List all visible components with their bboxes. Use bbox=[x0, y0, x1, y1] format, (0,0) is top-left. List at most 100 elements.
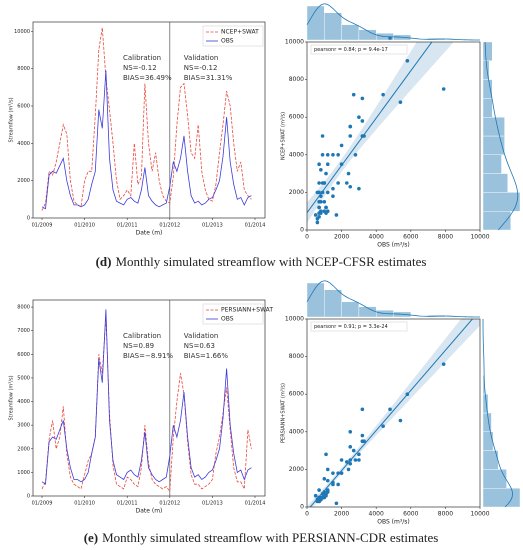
scatter-point bbox=[381, 424, 385, 428]
scatter-point bbox=[334, 213, 339, 217]
scatter-point bbox=[315, 190, 320, 195]
y-tick-label: 10000 bbox=[14, 29, 30, 35]
scatter-point bbox=[319, 168, 323, 172]
series-line bbox=[41, 70, 252, 210]
caption-tag: (e) bbox=[84, 530, 98, 545]
calibration-text: NS=0.89 bbox=[123, 342, 154, 350]
regression-line bbox=[307, 42, 433, 213]
scatter-point bbox=[348, 184, 353, 189]
kde-curve bbox=[484, 41, 519, 231]
scatter-point bbox=[348, 430, 353, 434]
scatter-point bbox=[315, 220, 320, 225]
scatter-point bbox=[360, 96, 365, 101]
scatter-point bbox=[336, 471, 340, 475]
scatter-point bbox=[322, 200, 327, 204]
kde-curve bbox=[306, 280, 481, 318]
hist-bar bbox=[482, 41, 493, 61]
scatter-point bbox=[360, 407, 365, 412]
x-axis-label: OBS (m³/s) bbox=[377, 242, 410, 249]
scatter-point bbox=[362, 134, 366, 138]
scatter-point bbox=[320, 134, 325, 138]
scatter-point bbox=[319, 211, 323, 215]
kde-curve bbox=[482, 318, 513, 508]
hist-bar bbox=[341, 301, 360, 318]
y-tick-label: 8000 bbox=[289, 353, 304, 360]
scatter-point bbox=[405, 59, 410, 63]
hist-bar bbox=[482, 154, 502, 174]
scatter-point bbox=[346, 467, 351, 472]
plot-frame bbox=[32, 299, 266, 497]
x-tick-label: 8000 bbox=[438, 511, 453, 518]
scatter-point bbox=[346, 171, 351, 176]
scatter-point bbox=[320, 190, 325, 195]
y-tick-label: 6000 bbox=[289, 114, 304, 121]
y-tick-label: 6000 bbox=[17, 104, 30, 110]
x-tick-label: 6000 bbox=[403, 511, 418, 518]
validation-text: NS=-0.12 bbox=[184, 64, 218, 72]
x-tick-label: 6000 bbox=[403, 234, 418, 241]
scatter-point bbox=[317, 499, 321, 504]
y-tick-label: 0 bbox=[300, 504, 304, 511]
scatter-point bbox=[357, 458, 361, 462]
hist-bar bbox=[482, 98, 493, 118]
scatter-point bbox=[317, 200, 321, 204]
legend-label: OBS bbox=[221, 38, 234, 45]
scatter-point bbox=[357, 186, 361, 191]
y-tick-label: 7000 bbox=[17, 328, 30, 334]
scatter-point bbox=[360, 119, 365, 123]
scatter-point bbox=[319, 194, 323, 198]
scatter-point bbox=[398, 100, 403, 104]
hist-bar bbox=[341, 24, 360, 41]
validation-text: BIAS=31.31% bbox=[184, 74, 233, 82]
x-tick-label: 01/2012 bbox=[159, 223, 180, 229]
plot-frame bbox=[306, 41, 481, 231]
scatter-point bbox=[339, 162, 344, 166]
scatter-point bbox=[344, 460, 349, 464]
x-tick-label: 10000 bbox=[470, 234, 489, 241]
scatter-point bbox=[325, 190, 330, 195]
scatter-point bbox=[325, 153, 330, 157]
legend-box bbox=[310, 44, 408, 55]
scatter-point bbox=[320, 153, 325, 157]
y-tick-label: 0 bbox=[300, 227, 304, 234]
scatter-point bbox=[388, 36, 392, 41]
y-tick-label: 0 bbox=[27, 216, 30, 222]
validation-text: Validation bbox=[184, 332, 219, 340]
y-tick-label: 1000 bbox=[17, 470, 30, 476]
legend-label: OBS bbox=[221, 316, 234, 323]
x-tick-label: 0 bbox=[305, 511, 309, 518]
scatter-point bbox=[331, 471, 335, 475]
scatter-point bbox=[325, 478, 330, 483]
y-tick-label: 6000 bbox=[289, 391, 304, 398]
scatter-point bbox=[348, 124, 353, 129]
validation-text: Validation bbox=[184, 54, 219, 62]
scatter-point bbox=[325, 209, 330, 213]
scatter-point bbox=[336, 153, 340, 157]
legend-label: NCEP+SWAT bbox=[221, 29, 259, 36]
x-axis-label: Date (m) bbox=[136, 508, 163, 515]
scatter-point bbox=[339, 471, 344, 475]
hist-bar bbox=[482, 79, 493, 99]
series-line bbox=[41, 27, 252, 211]
x-tick-label: 0 bbox=[305, 234, 309, 241]
hist-bar bbox=[482, 431, 494, 451]
scatter-point bbox=[331, 194, 335, 198]
x-tick-label: 4000 bbox=[369, 234, 384, 241]
scatter-point bbox=[322, 181, 327, 185]
y-tick-label: 8000 bbox=[17, 305, 30, 311]
y-tick-label: 10000 bbox=[285, 316, 304, 323]
y-tick-label: 3000 bbox=[17, 423, 30, 429]
x-tick-label: 01/2010 bbox=[74, 501, 95, 507]
scatter-point bbox=[360, 433, 365, 438]
hist-bar bbox=[482, 135, 505, 155]
legend-box bbox=[310, 321, 408, 332]
scatter-point bbox=[388, 407, 392, 412]
scatter-point bbox=[348, 461, 353, 466]
x-tick-label: 01/2010 bbox=[74, 223, 95, 229]
scatter-point bbox=[324, 493, 328, 498]
hist-bar bbox=[482, 469, 507, 489]
y-axis-label: Streamflow (m³/s) bbox=[9, 97, 15, 142]
validation-text: NS=0.63 bbox=[184, 342, 215, 350]
scatter-point bbox=[351, 448, 356, 453]
